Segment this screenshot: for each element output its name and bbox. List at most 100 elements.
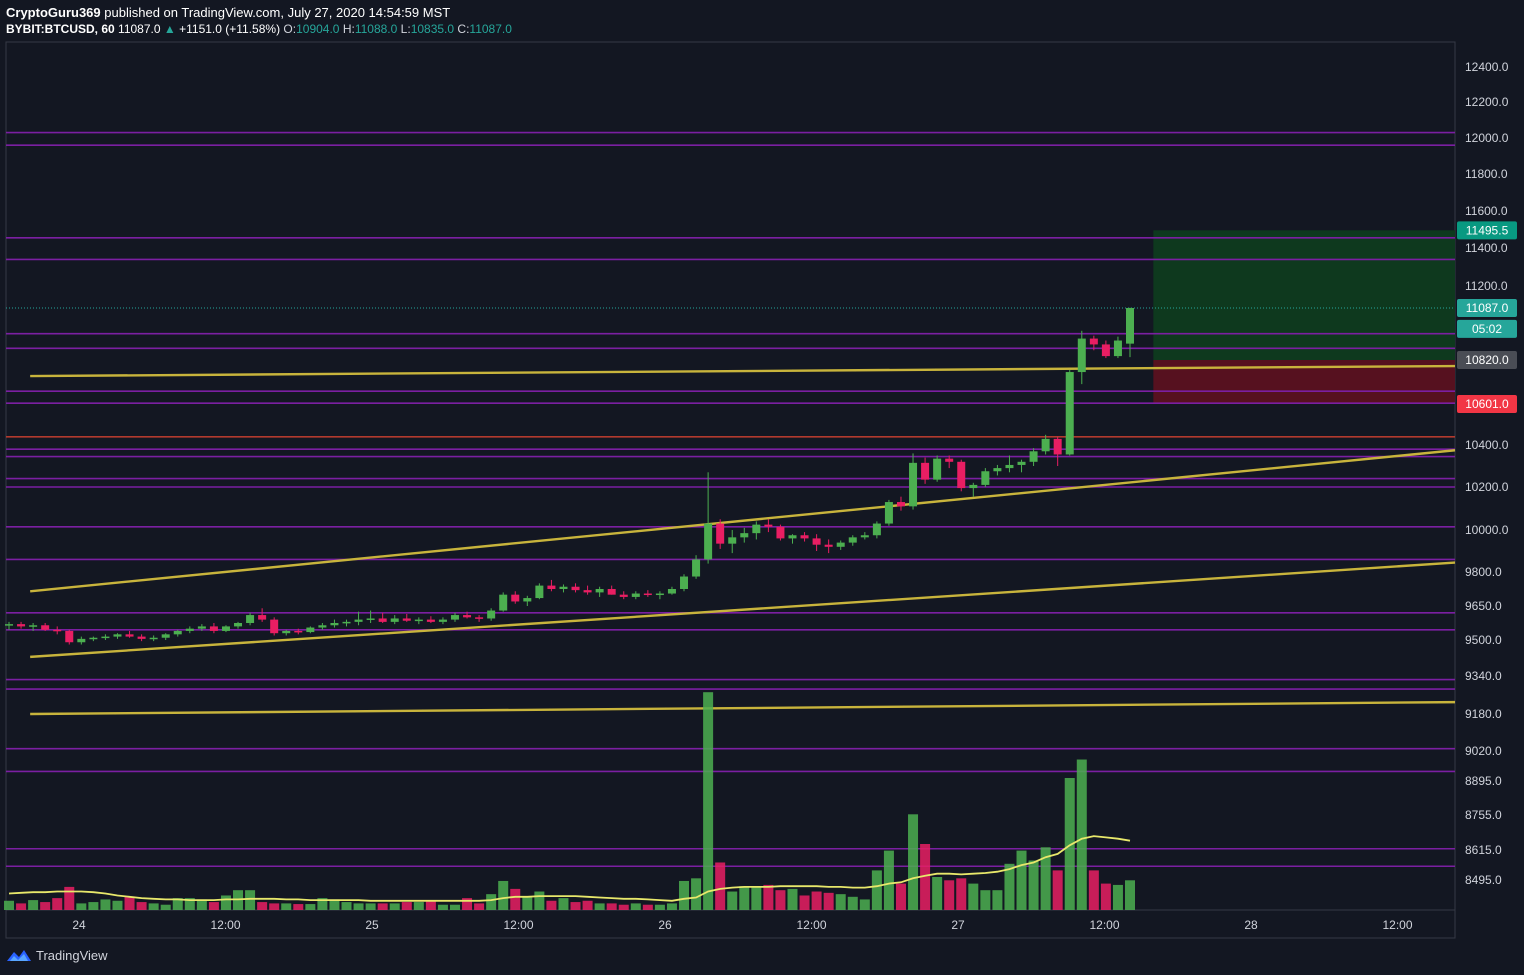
candle[interactable] [776, 524, 785, 541]
author-name[interactable]: CryptoGuru369 [6, 5, 101, 20]
candle[interactable] [29, 623, 38, 631]
price-badge[interactable]: 10601.0 [1457, 395, 1517, 413]
candle[interactable] [523, 595, 532, 606]
price-badge[interactable]: 11495.5 [1457, 221, 1517, 240]
candle[interactable] [499, 592, 508, 612]
candle[interactable] [5, 621, 13, 630]
candle[interactable] [607, 585, 616, 595]
candle[interactable] [921, 457, 930, 484]
candle[interactable] [896, 496, 905, 511]
candle[interactable] [571, 583, 580, 593]
candle[interactable] [378, 612, 387, 623]
candle[interactable] [788, 534, 797, 544]
candle[interactable] [402, 613, 411, 622]
candle[interactable] [426, 616, 435, 623]
price-chart[interactable]: 12400.0 12200.0 12000.0 11800.0 11600.0 11400… [0, 0, 1524, 940]
candle[interactable] [475, 615, 484, 622]
candle[interactable] [872, 521, 881, 539]
candle[interactable] [631, 591, 640, 600]
candle[interactable] [185, 626, 194, 634]
trendline[interactable] [30, 561, 1456, 659]
candle[interactable] [282, 629, 291, 636]
candle[interactable] [848, 535, 857, 546]
candle[interactable] [463, 611, 472, 619]
candle[interactable] [981, 468, 990, 487]
candle[interactable] [197, 624, 206, 631]
candle[interactable] [884, 499, 893, 526]
price-badge[interactable]: 11087.0 [1457, 299, 1517, 317]
candle[interactable] [559, 584, 568, 593]
candle[interactable] [366, 610, 375, 623]
symbol-label[interactable]: BYBIT:BTCUSD, 60 [6, 22, 115, 36]
candle[interactable] [680, 574, 689, 592]
candle[interactable] [993, 464, 1002, 476]
candle[interactable] [234, 621, 243, 629]
candle[interactable] [246, 612, 255, 626]
tradingview-brand[interactable]: TradingView [36, 947, 108, 963]
candle[interactable] [258, 608, 267, 622]
candle[interactable] [113, 633, 122, 639]
candle[interactable] [643, 590, 652, 597]
price-badge[interactable]: 05:02 [1457, 319, 1517, 338]
candle[interactable] [1053, 436, 1062, 466]
candle[interactable] [957, 459, 966, 492]
price-badge[interactable]: 10820.0 [1457, 351, 1517, 369]
candle[interactable] [330, 619, 339, 628]
candle[interactable] [125, 630, 134, 638]
candle[interactable] [1101, 340, 1110, 359]
candle[interactable] [752, 521, 761, 540]
candle[interactable] [41, 623, 50, 631]
candle[interactable] [1041, 434, 1050, 455]
candle[interactable] [173, 629, 182, 637]
candle[interactable] [318, 623, 327, 630]
candle[interactable] [17, 621, 26, 629]
trendline[interactable] [30, 364, 1456, 378]
candle[interactable] [414, 617, 423, 625]
candle[interactable] [161, 633, 170, 640]
candle[interactable] [1005, 455, 1014, 473]
candle[interactable] [53, 626, 62, 635]
candle[interactable] [800, 532, 809, 542]
candle[interactable] [728, 530, 737, 554]
candle[interactable] [137, 634, 146, 642]
candle[interactable] [909, 453, 918, 510]
candle[interactable] [342, 619, 351, 627]
candle[interactable] [812, 534, 821, 551]
candle[interactable] [619, 591, 628, 600]
candle[interactable] [667, 586, 676, 595]
candle[interactable] [354, 611, 363, 626]
candle[interactable] [221, 625, 230, 633]
candle[interactable] [511, 591, 520, 604]
candle[interactable] [1017, 459, 1026, 473]
candle[interactable] [836, 540, 845, 550]
candle[interactable] [1126, 307, 1134, 358]
candle[interactable] [390, 615, 399, 625]
candle[interactable] [89, 636, 98, 642]
candle[interactable] [1065, 370, 1074, 456]
candle[interactable] [1113, 336, 1122, 359]
candle[interactable] [704, 472, 713, 564]
trendline[interactable] [30, 700, 1456, 716]
candle[interactable] [149, 635, 158, 642]
candle[interactable] [1029, 448, 1038, 466]
candle[interactable] [824, 539, 833, 554]
candle[interactable] [692, 555, 701, 579]
candle[interactable] [860, 532, 869, 540]
candle[interactable] [294, 628, 303, 635]
candle[interactable] [583, 585, 592, 595]
candle[interactable] [487, 608, 496, 621]
candle[interactable] [740, 527, 749, 543]
candle[interactable] [270, 617, 279, 636]
candle[interactable] [595, 586, 604, 597]
candle[interactable] [77, 636, 86, 645]
candle[interactable] [65, 629, 74, 645]
candle[interactable] [945, 455, 954, 469]
candle[interactable] [764, 519, 773, 533]
candle[interactable] [547, 579, 556, 592]
candle[interactable] [655, 591, 664, 600]
candle[interactable] [1089, 335, 1098, 351]
candle[interactable] [209, 623, 218, 634]
candle[interactable] [535, 583, 544, 600]
candle[interactable] [716, 519, 725, 549]
candle[interactable] [933, 455, 942, 482]
